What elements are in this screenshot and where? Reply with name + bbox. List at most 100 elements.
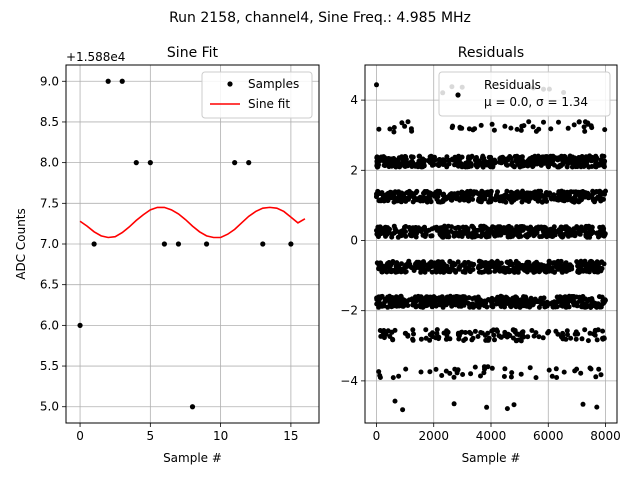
legend-residuals-marker <box>455 92 461 98</box>
residual-point <box>403 233 409 239</box>
residual-point <box>565 191 571 197</box>
residual-point <box>523 191 529 197</box>
residual-point <box>488 188 494 194</box>
residual-point <box>564 164 570 170</box>
residuals-y-tick-label: 4 <box>350 93 358 107</box>
residual-point <box>486 335 492 341</box>
residual-point <box>429 162 435 168</box>
residual-point <box>582 119 588 125</box>
residual-point <box>410 327 416 333</box>
residual-point <box>391 125 397 130</box>
residual-point <box>491 332 497 338</box>
residual-point <box>403 154 409 160</box>
residuals-legend: Residuals μ = 0.0, σ = 1.34 <box>438 71 611 117</box>
residual-point <box>588 305 594 310</box>
sine-fit-x-tick-label: 0 <box>76 429 84 443</box>
residual-point <box>466 265 472 270</box>
residual-point <box>515 269 521 275</box>
residual-point <box>376 234 381 240</box>
residual-point <box>414 259 420 265</box>
residual-point <box>495 228 501 234</box>
residual-point <box>484 404 490 410</box>
residual-point <box>491 127 497 133</box>
sine-fit-y-tick-label: 9.0 <box>40 74 59 88</box>
residual-point <box>586 164 592 170</box>
residual-point <box>598 268 604 274</box>
sine-fit-panel: Sine Fit +1.588e4 0 5 10 15 5.0 5.5 6.0 6.5 7.0… <box>14 45 320 465</box>
residuals-title: Residuals <box>458 45 524 61</box>
residual-point <box>518 127 524 133</box>
residual-point <box>392 398 398 404</box>
residual-point <box>566 265 572 271</box>
residual-point <box>438 230 444 236</box>
residual-point <box>507 297 513 303</box>
residual-point <box>543 304 549 309</box>
legend-samples-marker <box>227 81 233 87</box>
sample-point <box>91 241 97 247</box>
residual-point <box>577 229 583 234</box>
residual-point <box>550 158 556 164</box>
residual-point <box>454 158 460 164</box>
residual-point <box>516 157 522 163</box>
residual-point <box>443 268 449 274</box>
residual-point <box>434 265 440 271</box>
residual-point <box>377 373 383 378</box>
residual-point <box>392 163 398 169</box>
y-offset-text: +1.588e4 <box>66 50 125 64</box>
residual-point <box>454 294 460 300</box>
residuals-x-tick-label: 6000 <box>533 429 564 443</box>
residual-point <box>600 328 606 334</box>
residual-point <box>599 190 605 196</box>
residual-point <box>571 226 577 232</box>
residual-point <box>537 234 543 240</box>
sample-point <box>288 241 294 247</box>
residual-point <box>418 336 424 342</box>
residual-point <box>409 265 414 271</box>
residual-point <box>439 373 445 378</box>
residual-point <box>401 191 407 197</box>
residual-point <box>535 266 541 272</box>
residual-point <box>499 194 504 200</box>
residual-point <box>396 189 402 195</box>
residual-point <box>481 269 487 275</box>
residual-point <box>457 298 463 304</box>
residual-point <box>553 366 559 372</box>
residual-point <box>573 159 579 165</box>
residual-point <box>381 303 387 309</box>
residuals-x-tick-label: 8000 <box>590 429 621 443</box>
residual-point <box>439 199 445 205</box>
residual-point <box>579 336 585 342</box>
sample-point <box>232 160 238 166</box>
residual-point <box>514 302 520 308</box>
residual-point <box>376 369 382 375</box>
residual-point <box>421 158 427 164</box>
residual-point <box>564 328 570 334</box>
residual-point <box>558 303 564 308</box>
residual-point <box>428 233 434 239</box>
residual-point <box>440 157 446 163</box>
residual-point <box>433 366 439 372</box>
residual-point <box>426 298 432 304</box>
residual-point <box>576 119 582 125</box>
residual-point <box>592 300 598 306</box>
residual-point <box>442 223 447 229</box>
residual-point <box>504 157 510 163</box>
residual-point <box>446 295 452 301</box>
residual-point <box>469 337 475 343</box>
residual-point <box>569 158 575 164</box>
residual-point <box>592 264 598 270</box>
residual-point <box>598 162 604 168</box>
residual-point <box>381 333 387 339</box>
residual-point <box>528 162 534 168</box>
residual-point <box>510 327 516 333</box>
residual-point <box>466 126 472 132</box>
residual-point <box>447 370 453 376</box>
residual-point <box>453 225 458 231</box>
residual-point <box>588 366 594 372</box>
residual-point <box>509 370 515 376</box>
residual-point <box>457 124 463 130</box>
residual-point <box>583 154 589 160</box>
residual-point <box>482 196 488 202</box>
residual-point <box>541 264 547 270</box>
residual-point <box>397 295 403 301</box>
